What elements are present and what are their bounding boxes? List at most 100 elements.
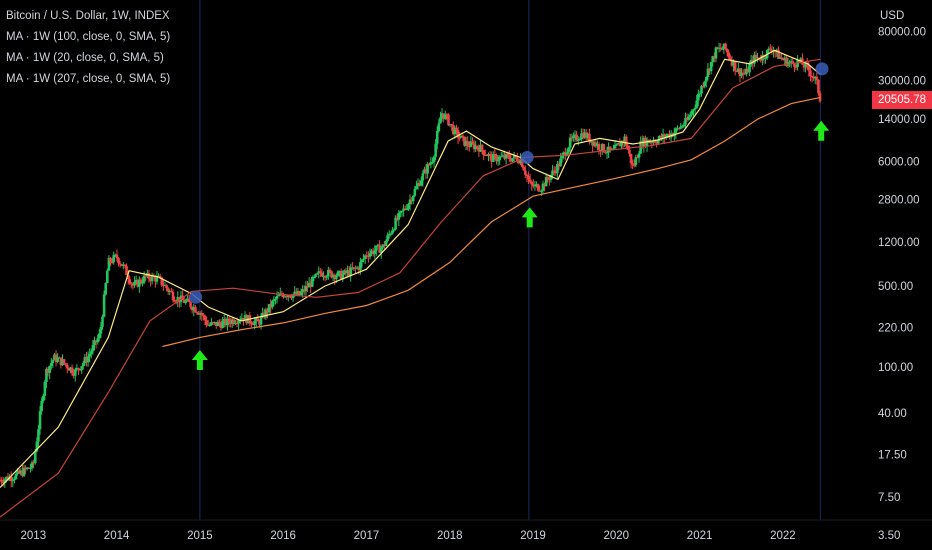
candle-body: [719, 47, 723, 49]
candle-body: [559, 158, 562, 167]
candle-body: [224, 318, 228, 326]
candle-body: [93, 340, 96, 346]
candle-body: [781, 58, 785, 61]
ma-line-ma100: [0, 58, 821, 518]
x-tick-label: 2015: [187, 530, 213, 542]
circle-marker-icon: [520, 150, 534, 164]
candle-body: [21, 470, 24, 476]
candle-body: [56, 358, 59, 362]
candle-body: [365, 255, 369, 257]
candle-body: [471, 141, 474, 144]
candle-body: [472, 143, 476, 150]
candle-body: [91, 345, 95, 352]
candle-body: [86, 356, 90, 363]
candle-body: [634, 157, 638, 166]
candle-body: [589, 140, 593, 142]
candle-body: [307, 282, 311, 288]
candle-body: [33, 451, 37, 464]
candle-body: [408, 199, 412, 205]
candle-body: [677, 128, 681, 130]
indicator-ma207[interactable]: MA · 1W (207, close, 0, SMA, 5): [6, 73, 171, 85]
candle-body: [213, 321, 216, 323]
candle-body: [182, 299, 186, 303]
candle-body: [371, 250, 375, 254]
candle-body: [679, 126, 682, 129]
candle-body: [477, 147, 481, 152]
candle-body: [663, 134, 666, 138]
candle-body: [727, 52, 731, 58]
candle-body: [560, 154, 564, 159]
candle-body: [456, 130, 460, 138]
candle-body: [168, 290, 172, 292]
candle-body: [640, 141, 644, 147]
candle-body: [101, 316, 104, 327]
candle-body: [325, 276, 329, 278]
candle-body: [535, 184, 538, 186]
candle-body: [109, 258, 112, 262]
candle-body: [418, 183, 421, 186]
candle-body: [323, 276, 327, 278]
indicator-ma100[interactable]: MA · 1W (100, close, 0, SMA, 5): [6, 31, 171, 43]
candle-body: [184, 300, 188, 303]
candle-body: [480, 144, 484, 151]
candle-body: [62, 359, 66, 364]
candle-body: [445, 114, 449, 116]
candle-body: [493, 153, 497, 155]
candle-body: [94, 340, 98, 343]
candle-body: [721, 48, 724, 50]
candle-body: [270, 301, 274, 308]
candle-body: [115, 254, 119, 258]
candle-body: [381, 244, 385, 248]
candle-body: [171, 291, 175, 300]
candle-body: [756, 57, 759, 59]
candle-body: [475, 145, 479, 148]
candle-body: [709, 62, 713, 72]
symbol-title[interactable]: Bitcoin / U.S. Dollar, 1W, INDEX: [6, 10, 170, 22]
candle-body: [703, 81, 707, 87]
candle-body: [30, 462, 34, 468]
candle-body: [474, 145, 477, 150]
candle-body: [573, 134, 577, 136]
candle-body: [698, 93, 702, 95]
candle-body: [394, 217, 397, 230]
candle-body: [72, 373, 75, 376]
candle-body: [411, 195, 415, 202]
candle-body: [813, 76, 817, 79]
candle-body: [602, 144, 606, 152]
candle-body: [600, 144, 604, 152]
candle-body: [527, 175, 530, 180]
candle-body: [13, 478, 16, 480]
candle-body: [519, 158, 522, 164]
candle-body: [492, 153, 495, 162]
candle-body: [400, 210, 404, 212]
candle-body: [1, 481, 5, 483]
x-tick-label: 2016: [270, 530, 296, 542]
candle-body: [512, 155, 516, 159]
candle-body: [735, 70, 739, 72]
candle-body: [67, 368, 71, 371]
candle-body: [186, 298, 189, 301]
candle-body: [363, 255, 367, 259]
candle-body: [262, 312, 266, 318]
candle-body: [354, 267, 357, 269]
candle-body: [102, 294, 106, 317]
candle-body: [511, 158, 514, 162]
candle-body: [479, 144, 482, 152]
candle-body: [373, 250, 377, 254]
candle-body: [689, 114, 692, 117]
candle-body: [772, 51, 775, 53]
candle-body: [319, 271, 322, 273]
x-tick-label: 2020: [604, 530, 630, 542]
candle-body: [293, 291, 297, 295]
candle-body: [251, 324, 255, 326]
indicator-ma20[interactable]: MA · 1W (20, close, 0, SMA, 5): [6, 52, 164, 64]
candle-body: [693, 107, 697, 110]
candle-body: [628, 149, 631, 154]
candle-body: [399, 211, 402, 213]
candle-body: [75, 367, 79, 370]
candle-body: [0, 479, 3, 482]
candle-body: [764, 58, 767, 60]
x-tick-label: 2013: [21, 530, 47, 542]
